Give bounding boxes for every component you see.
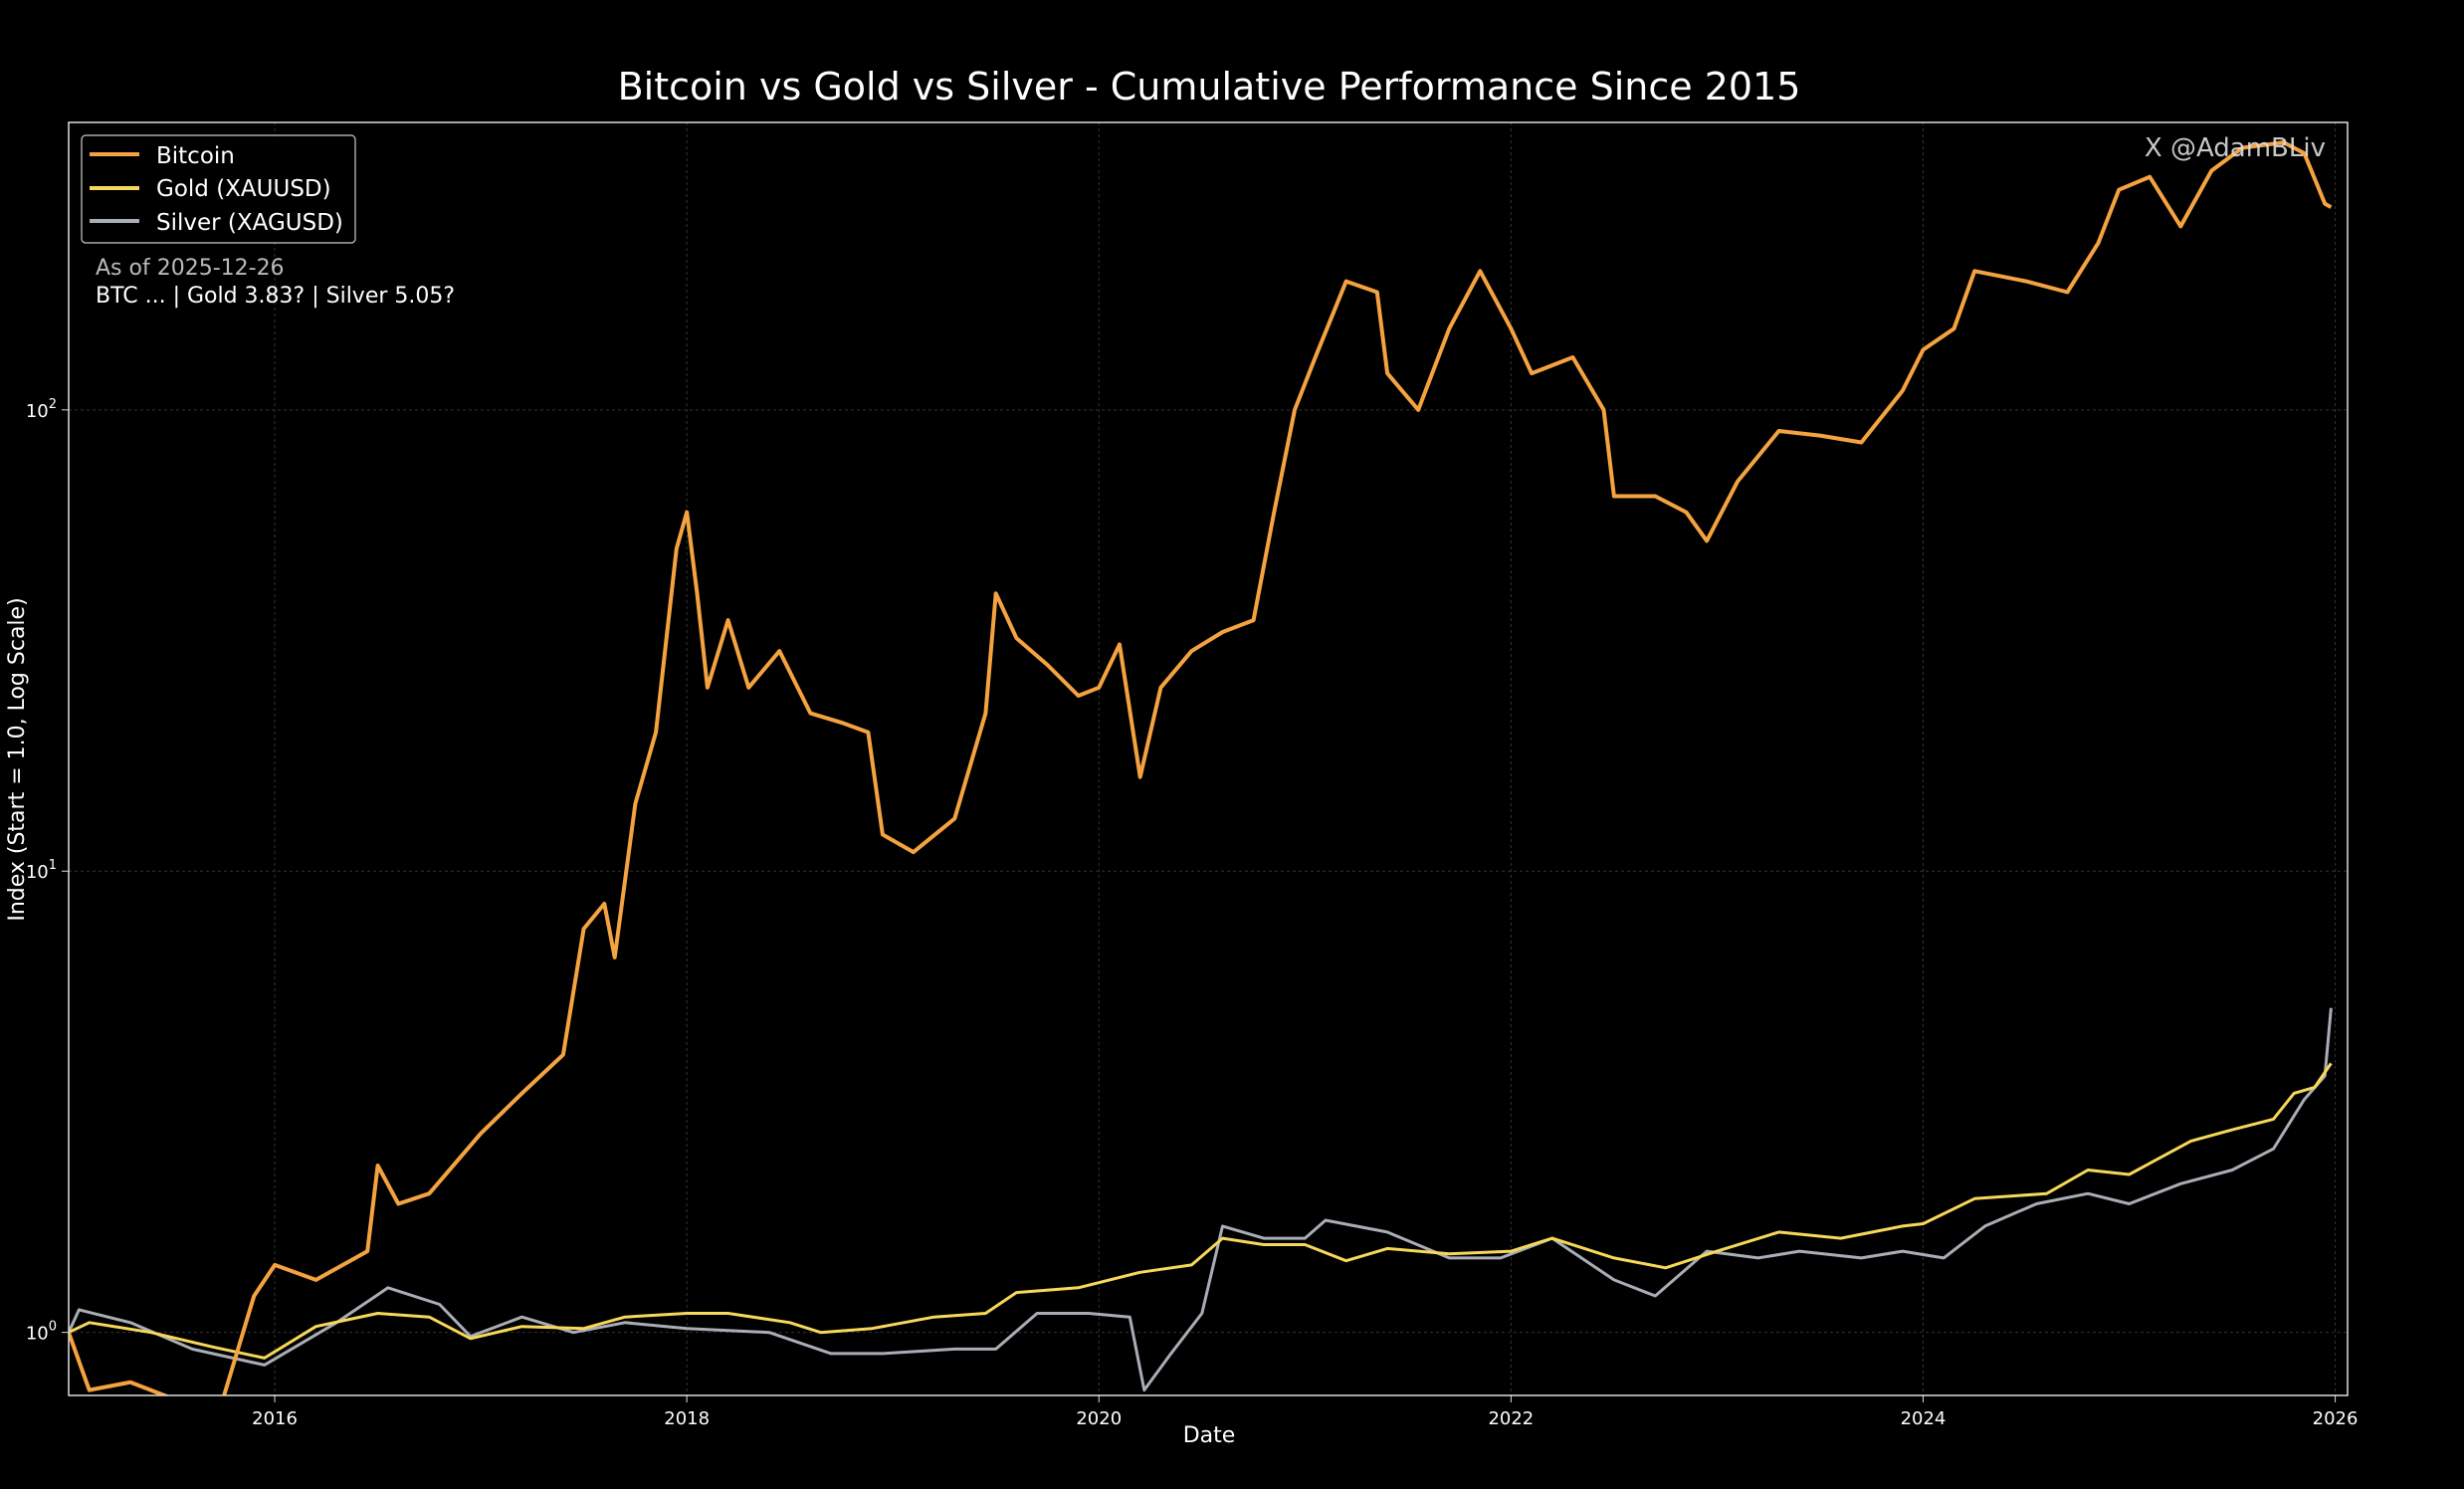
y-tick-label: 101 — [26, 858, 57, 883]
series-line-silver — [69, 1007, 2333, 1392]
legend-label-silver: Silver (XAGUSD) — [156, 210, 343, 236]
x-tick-label: 2020 — [1076, 1408, 1122, 1429]
x-tick-label: 2026 — [2313, 1408, 2359, 1429]
x-tick-label: 2022 — [1488, 1408, 1534, 1429]
annotation-line1: As of 2025-12-26 — [96, 256, 285, 281]
y-tick-label: 102 — [26, 397, 57, 422]
legend-label-gold: Gold (XAUUSD) — [156, 176, 331, 202]
y-axis-label: Index (Start = 1.0, Log Scale) — [5, 597, 30, 921]
y-axis: 100 101 102 — [26, 397, 69, 1345]
series-line-gold — [69, 1062, 2333, 1360]
series-line-bitcoin — [69, 140, 2333, 1395]
plot-frame — [68, 121, 2349, 1396]
legend-label-bitcoin: Bitcoin — [156, 143, 235, 169]
x-axis-label: Date — [1183, 1423, 1236, 1448]
x-tick-label: 2024 — [1901, 1408, 1947, 1429]
y-tick-label: 100 — [26, 1320, 57, 1345]
grid — [69, 122, 2348, 1395]
legend: Bitcoin Gold (XAUUSD) Silver (XAGUSD) — [81, 134, 356, 244]
watermark: X @AdamBLiv — [2145, 133, 2326, 163]
chart-title: Bitcoin vs Gold vs Silver - Cumulative P… — [618, 65, 1801, 108]
legend-box — [81, 134, 356, 244]
annotation-line2: BTC ... | Gold 3.83? | Silver 5.05? — [96, 284, 455, 309]
x-tick-label: 2016 — [252, 1408, 298, 1429]
series-lines — [69, 140, 2333, 1395]
x-tick-label: 2018 — [664, 1408, 710, 1429]
x-axis: 2016 2018 2020 2022 2024 2026 — [252, 1395, 2358, 1429]
